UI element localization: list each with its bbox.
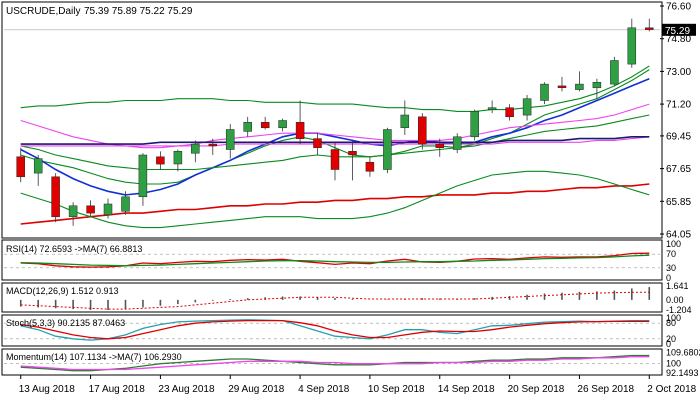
price-ytick-label-0: 76.60 xyxy=(666,2,691,13)
x-tick-label-1: 17 Aug 2018 xyxy=(89,384,146,395)
stoch-panel-frame xyxy=(1,314,663,347)
stoch-series-1 xyxy=(20,319,650,340)
price-ytick-label-2: 73.00 xyxy=(666,67,691,78)
candle-body-32 xyxy=(575,83,584,90)
macd-panel: 1.641 0.00-1.204 xyxy=(19,281,692,315)
momentum-ytick-label-2: 92.1493 xyxy=(666,368,699,378)
rsi-ytick-label-3: 0 xyxy=(666,273,671,283)
chart-ohlc-readout: 75.39 75.89 75.22 75.29 xyxy=(84,6,193,17)
x-tick-label-5: 10 Sep 2018 xyxy=(368,384,425,395)
x-tick-label-4: 4 Sep 2018 xyxy=(298,384,350,395)
candle-body-33 xyxy=(592,82,602,89)
candle-body-26 xyxy=(470,111,479,138)
candle-body-22 xyxy=(400,114,410,128)
candle-body-28 xyxy=(505,107,514,118)
candle-body-11 xyxy=(208,143,218,147)
price-ytick-label-4: 69.45 xyxy=(666,131,691,142)
candle-body-23 xyxy=(418,116,427,145)
rsi-ytick-label-2: 30 xyxy=(666,263,676,273)
stoch-ytick-label-0: 100 xyxy=(666,313,681,323)
candle-body-31 xyxy=(557,85,567,88)
macd-signal-line xyxy=(20,291,650,310)
candle-body-2 xyxy=(51,176,60,218)
candle-body-7 xyxy=(138,154,148,198)
rsi-series-1 xyxy=(20,254,650,267)
momentum-series-1 xyxy=(20,356,650,371)
momentum-series-0 xyxy=(20,354,650,372)
last-price-tag xyxy=(662,23,696,36)
candle-body-16 xyxy=(295,122,305,139)
candle-body-15 xyxy=(278,120,287,129)
price-panel-frame xyxy=(1,1,663,239)
candle-body-0 xyxy=(16,156,25,178)
macd-panel-frame xyxy=(1,282,663,313)
momentum-ytick-label-0: 109.6802 xyxy=(666,347,700,357)
price-ytick-label-1: 74.80 xyxy=(666,34,691,45)
candle-body-36 xyxy=(645,27,654,30)
stoch-ytick-label-1: 80 xyxy=(666,318,676,328)
price-ytick-label-5: 67.65 xyxy=(666,164,691,175)
x-tick-label-9: 2 Oct 2018 xyxy=(647,384,696,395)
x-tick-label-0: 13 Aug 2018 xyxy=(19,384,76,395)
x-axis: 13 Aug 2018 17 Aug 2018 23 Aug 2018 29 Aug … xyxy=(19,375,697,395)
candle-body-20 xyxy=(365,161,375,172)
candle-body-34 xyxy=(610,60,619,85)
x-tick-label-7: 20 Sep 2018 xyxy=(508,384,565,395)
price-ytick-label-3: 71.20 xyxy=(666,100,691,111)
candle-body-5 xyxy=(103,203,113,216)
candle-body-19 xyxy=(348,151,357,156)
price-overlay-line-7 xyxy=(20,65,650,112)
candle-body-4 xyxy=(86,205,95,214)
rsi-ytick-label-1: 70 xyxy=(666,249,676,259)
candle-body-21 xyxy=(383,129,392,170)
macd-ytick-label-1: 0.00 xyxy=(666,295,684,305)
candle-body-6 xyxy=(121,196,130,212)
candle-body-13 xyxy=(243,122,252,132)
price-ytick-label-6: 65.85 xyxy=(666,197,691,208)
candle-body-3 xyxy=(68,205,78,217)
candle-body-1 xyxy=(33,158,43,174)
momentum-title: Momentum(14) 107.1134 ->MA(7) 106.2930 xyxy=(6,352,182,362)
candle-body-25 xyxy=(452,136,462,150)
momentum-ytick-label-1: 100 xyxy=(666,359,681,369)
candle-body-24 xyxy=(435,143,445,148)
candle-body-12 xyxy=(225,129,235,150)
candle-body-14 xyxy=(260,122,270,129)
price-overlay-line-8 xyxy=(20,170,650,229)
chart-symbol-title: USCRUDE,Daily xyxy=(6,6,80,17)
stoch-ytick-label-2: 20 xyxy=(666,334,676,344)
rsi-ytick-label-0: 100 xyxy=(666,239,681,249)
stoch-ytick-label-3: 0 xyxy=(666,339,671,349)
candle-body-17 xyxy=(313,138,322,148)
candle-body-27 xyxy=(487,107,497,110)
candle-body-8 xyxy=(156,156,165,165)
price-ytick-label-7: 64.05 xyxy=(666,230,691,241)
stoch-title: Stoch(5,3,3) 90.2135 87.0463 xyxy=(6,318,125,328)
macd-ytick-label-0: 1.641 xyxy=(666,281,689,291)
stoch-series-0 xyxy=(20,319,650,341)
candle-body-18 xyxy=(330,149,340,170)
candle-body-30 xyxy=(540,83,549,101)
x-tick-label-2: 23 Aug 2018 xyxy=(158,384,215,395)
rsi-panel-frame xyxy=(1,239,663,281)
last-price-tag-label: 75.29 xyxy=(665,26,690,37)
price-panel: 76.60 74.80 73.00 71.20 69.45 67.65 65.85 64.05… xyxy=(4,2,696,241)
candle-body-10 xyxy=(191,143,200,154)
candle-body-35 xyxy=(627,27,637,65)
x-tick-label-6: 14 Sep 2018 xyxy=(438,384,495,395)
candle-body-9 xyxy=(173,151,183,165)
x-tick-label-3: 29 Aug 2018 xyxy=(228,384,285,395)
candle-body-29 xyxy=(522,98,532,116)
macd-title: MACD(12,26,9) 1.512 0.913 xyxy=(6,286,119,296)
rsi-title: RSI(14) 72.6593 ->MA(7) 66.8813 xyxy=(6,244,142,254)
x-tick-label-8: 26 Sep 2018 xyxy=(577,384,634,395)
macd-ytick-label-2: -1.204 xyxy=(666,305,692,315)
momentum-panel-frame xyxy=(1,348,663,376)
